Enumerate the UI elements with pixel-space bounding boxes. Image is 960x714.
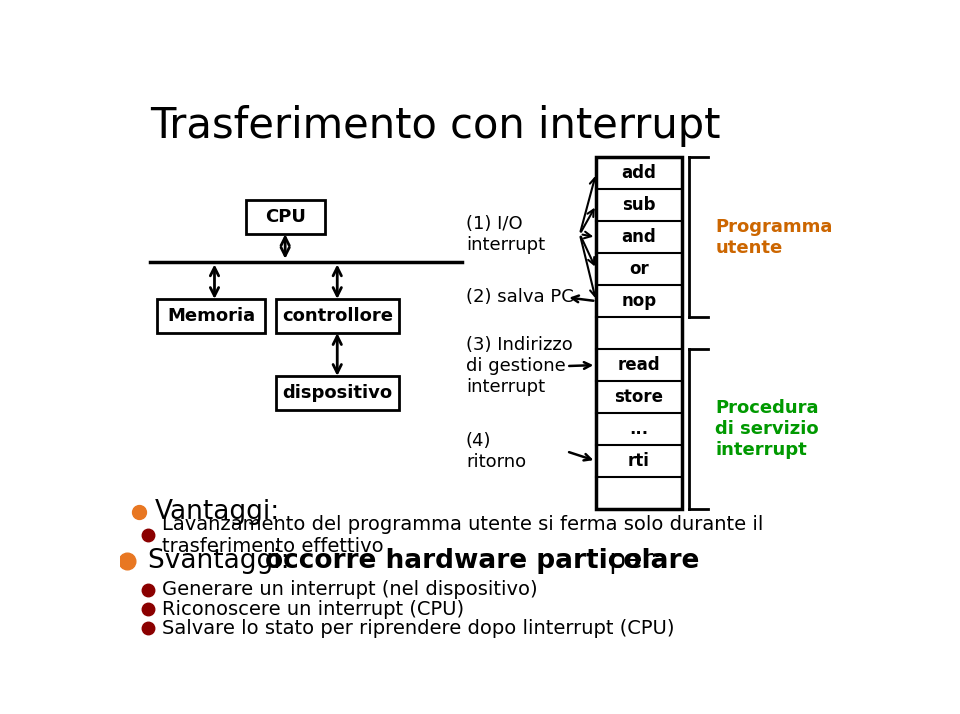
Text: add: add bbox=[621, 164, 657, 182]
Text: Memoria: Memoria bbox=[167, 307, 255, 325]
Text: (2) salva PC: (2) salva PC bbox=[466, 288, 574, 306]
Text: controllore: controllore bbox=[282, 307, 394, 325]
Text: rti: rti bbox=[628, 452, 650, 470]
Text: (3) Indirizzo
di gestione
interrupt: (3) Indirizzo di gestione interrupt bbox=[466, 336, 573, 396]
Text: Salvare lo stato per riprendere dopo linterrupt (CPU): Salvare lo stato per riprendere dopo lin… bbox=[161, 619, 674, 638]
Text: and: and bbox=[621, 228, 657, 246]
Text: (1) I/O
interrupt: (1) I/O interrupt bbox=[466, 215, 545, 253]
Text: ...: ... bbox=[630, 420, 649, 438]
Text: or: or bbox=[629, 260, 649, 278]
FancyBboxPatch shape bbox=[247, 200, 324, 234]
Text: CPU: CPU bbox=[265, 208, 306, 226]
Text: read: read bbox=[617, 356, 660, 374]
Text: Riconoscere un interrupt (CPU): Riconoscere un interrupt (CPU) bbox=[161, 600, 464, 618]
Text: (4)
ritorno: (4) ritorno bbox=[466, 432, 526, 471]
Bar bbox=[596, 157, 682, 509]
Text: occorre hardware particolare: occorre hardware particolare bbox=[265, 548, 699, 574]
Text: dispositivo: dispositivo bbox=[282, 384, 393, 402]
Text: Trasferimento con interrupt: Trasferimento con interrupt bbox=[150, 105, 720, 147]
Text: sub: sub bbox=[622, 196, 656, 214]
Text: store: store bbox=[614, 388, 663, 406]
Text: Procedura
di servizio
interrupt: Procedura di servizio interrupt bbox=[715, 399, 819, 459]
FancyBboxPatch shape bbox=[276, 376, 399, 410]
Text: Generare un interrupt (nel dispositivo): Generare un interrupt (nel dispositivo) bbox=[161, 580, 538, 599]
Text: Lavanzamento del programma utente si ferma solo durante il
trasferimento effetti: Lavanzamento del programma utente si fer… bbox=[161, 515, 763, 556]
FancyBboxPatch shape bbox=[112, 80, 872, 644]
Text: Vantaggi:: Vantaggi: bbox=[155, 499, 280, 525]
FancyBboxPatch shape bbox=[276, 299, 399, 333]
Text: Svantaggi:: Svantaggi: bbox=[148, 548, 299, 574]
FancyBboxPatch shape bbox=[157, 299, 265, 333]
Text: nop: nop bbox=[621, 292, 657, 310]
Text: Programma
utente: Programma utente bbox=[715, 218, 832, 256]
Text: per:: per: bbox=[601, 548, 661, 574]
